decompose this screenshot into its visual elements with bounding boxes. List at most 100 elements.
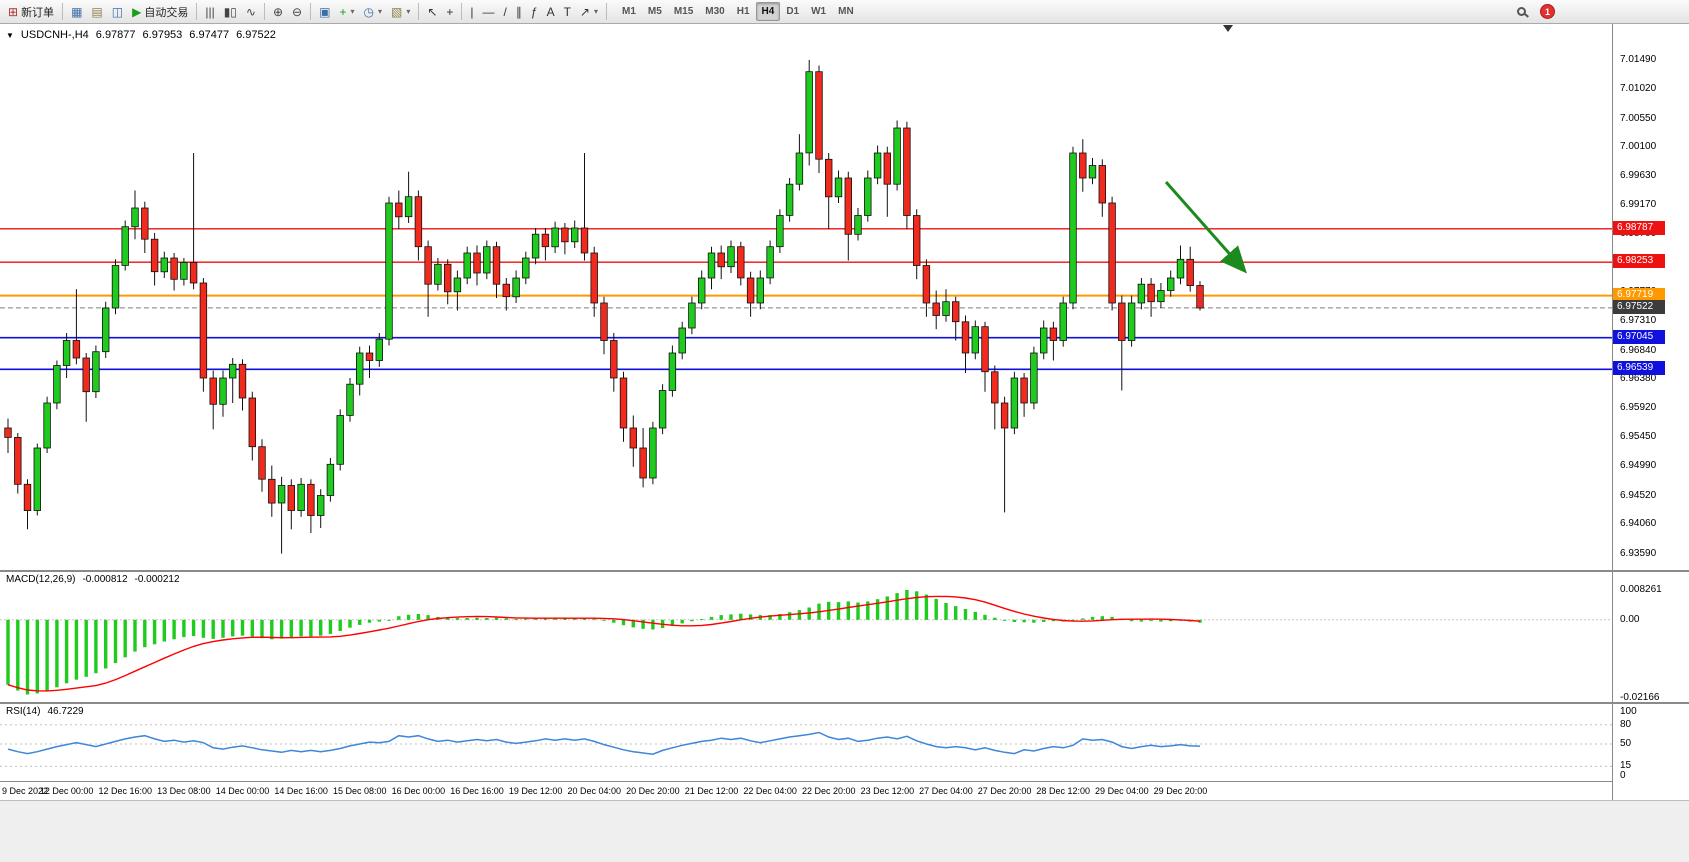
autotrading-button[interactable]: ▶ 自动交易 (128, 2, 192, 22)
toolbar-items: ⊞ 新订单 ▦ ▤ ◫ ▶ 自动交易 ||| ▮▯ ∿ ⊕ ⊖ ▣ + ▾ ◷ ▾ ▧ ▾ ↖ + | — / ∥ ƒ A T ↗ ▾ (4, 2, 610, 22)
line-chart-type-button[interactable]: ∿ (242, 2, 260, 22)
time-tick: 29 Dec 04:00 (1095, 786, 1149, 796)
chart-title: ▼ USDCNH-,H4 6.97877 6.97953 6.97477 6.9… (6, 29, 276, 41)
horizontal-line-button[interactable]: — (479, 2, 499, 22)
time-axis[interactable]: 9 Dec 2022 12 Dec 00:00 12 Dec 16:00 13 Dec… (0, 782, 1612, 800)
macd-bar (211, 619, 215, 639)
charts-button[interactable]: ▦ (67, 2, 86, 22)
arrows-button[interactable]: ↗ ▾ (576, 2, 602, 22)
cursor-button[interactable]: ↖ (423, 2, 441, 22)
candle (1098, 159, 1106, 217)
fibonacci-icon: ƒ (530, 4, 538, 19)
candle (1147, 278, 1155, 317)
candle (404, 171, 413, 223)
toolbar-separator (62, 3, 64, 20)
dropdown-arrow-icon[interactable]: ▾ (377, 7, 382, 16)
timeframe-h1[interactable]: H1 (736, 6, 750, 17)
rsi-title: RSI(14) 46.7229 (6, 706, 84, 717)
price-level-badge[interactable]: 6.97045 (1613, 329, 1665, 344)
bar-chart-type-button[interactable]: ||| (201, 2, 218, 22)
macd-canvas[interactable] (0, 572, 1612, 704)
candle (434, 258, 442, 291)
candle (170, 253, 178, 291)
macd-bar (465, 618, 469, 620)
macd-bar (700, 619, 704, 621)
macd-bar (709, 616, 714, 620)
timeframe-m15[interactable]: M15 (673, 6, 694, 17)
candle (287, 479, 295, 530)
candle (336, 409, 344, 471)
macd-bar (524, 618, 528, 620)
candle (365, 345, 374, 378)
new-order-button[interactable]: ⊞ 新订单 (4, 2, 58, 22)
candle (922, 259, 931, 317)
candlestick-chart-type-button[interactable]: ▮▯ (220, 2, 241, 22)
candle (825, 153, 833, 230)
trend-arrow-annotation[interactable] (1164, 181, 1247, 274)
price-level-badge[interactable]: 6.98253 (1613, 254, 1665, 269)
period-icon: ◷ (363, 4, 374, 19)
dropdown-arrow-icon[interactable]: ▾ (406, 7, 411, 16)
candle (1049, 321, 1058, 361)
ohlc-open: 6.97877 (95, 29, 136, 41)
timeframe-h4[interactable]: H4 (755, 2, 781, 21)
candle (522, 251, 530, 285)
timeframe-m1[interactable]: M1 (622, 6, 636, 17)
price-level-badge[interactable]: 6.98787 (1613, 220, 1665, 235)
add-indicator-button[interactable]: + ▾ (335, 2, 358, 22)
price-level-badge[interactable]: 6.96539 (1613, 361, 1665, 376)
vertical-line-icon: | (470, 4, 474, 19)
vertical-line-button[interactable]: | (466, 2, 477, 22)
new-order-button-label: 新订单 (21, 6, 55, 19)
dropdown-arrow-icon[interactable]: ▾ (593, 7, 598, 16)
macd-bar (592, 618, 596, 620)
macd-panel[interactable]: MACD(12,26,9) -0.000812 -0.000212 (0, 572, 1612, 704)
rsi-panel[interactable]: RSI(14) 46.7229 (0, 704, 1612, 782)
rsi-canvas[interactable] (0, 704, 1612, 782)
dropdown-arrow-icon[interactable]: ▾ (350, 7, 355, 16)
market-watch-button[interactable]: ◫ (108, 2, 127, 22)
period-button[interactable]: ◷ ▾ (359, 2, 386, 22)
time-tick: 14 Dec 16:00 (274, 786, 328, 796)
search-button[interactable] (1513, 2, 1530, 22)
candle (473, 245, 481, 286)
candle (33, 443, 41, 516)
macd-bar (1110, 616, 1114, 620)
timeframe-w1[interactable]: W1 (811, 6, 827, 17)
notification-badge[interactable]: 1 (1540, 4, 1555, 19)
fibonacci-button[interactable]: ƒ (527, 2, 542, 22)
candle (1118, 295, 1126, 391)
price-axis[interactable]: 7.01490 7.01020 7.00550 7.00100 6.99630 6.991… (1612, 24, 1689, 800)
timeframe-mn[interactable]: MN (838, 6, 854, 17)
crosshair-button[interactable]: + (442, 2, 457, 22)
tile-windows-button[interactable]: ▣ (315, 2, 334, 22)
timeframe-m5[interactable]: M5 (647, 6, 662, 17)
price-level-badge[interactable]: 6.97719 (1613, 287, 1665, 302)
macd-bar (787, 612, 792, 620)
price-tick: 6.93590 (1620, 547, 1657, 559)
zoom-out-button[interactable]: ⊖ (288, 2, 306, 22)
main-chart-panel[interactable]: ▼ USDCNH-,H4 6.97877 6.97953 6.97477 6.9… (0, 24, 1612, 572)
macd-bar (856, 602, 860, 620)
candle (649, 421, 657, 485)
macd-bar (6, 619, 10, 685)
one-click-trading-toggle-icon[interactable]: ▼ (6, 30, 14, 40)
template-button[interactable]: ▧ ▾ (387, 2, 414, 22)
candle (580, 153, 589, 261)
macd-bar (993, 617, 997, 620)
text-button[interactable]: A (543, 2, 559, 22)
chart-shift-marker-icon[interactable] (1223, 25, 1233, 32)
trendline-button[interactable]: / (500, 2, 511, 22)
time-tick: 9 Dec 2022 (2, 786, 49, 796)
candle (698, 270, 706, 310)
main-chart-canvas[interactable] (0, 24, 1612, 572)
timeframe-m30[interactable]: M30 (705, 6, 725, 17)
toolbar-separator (263, 3, 265, 20)
macd-bar (55, 619, 59, 688)
timeframe-d1[interactable]: D1 (786, 6, 800, 17)
text-label-button[interactable]: T (560, 2, 575, 22)
profiles-button[interactable]: ▤ (87, 2, 106, 22)
channel-button[interactable]: ∥ (512, 2, 526, 22)
zoom-in-button[interactable]: ⊕ (269, 2, 287, 22)
macd-bar (172, 619, 176, 640)
